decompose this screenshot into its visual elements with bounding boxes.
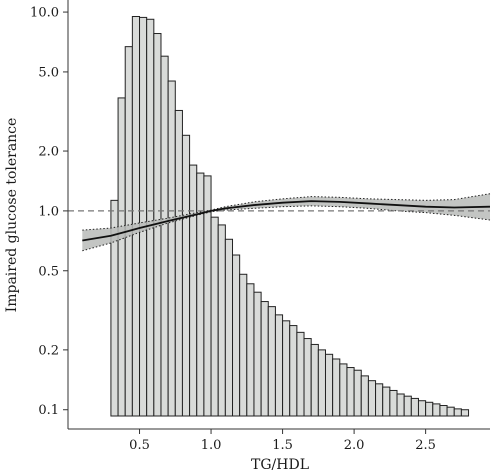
histogram-bar xyxy=(289,325,298,417)
histogram-bar xyxy=(439,405,448,417)
histogram-bar xyxy=(246,283,255,417)
histogram-bar xyxy=(131,16,141,417)
histogram-bar xyxy=(425,401,434,417)
histogram-bar xyxy=(410,397,419,417)
spline-line xyxy=(82,200,491,242)
histogram-bar xyxy=(196,172,205,417)
histogram-bar xyxy=(360,375,369,417)
y-tick-label: 1.0 xyxy=(38,204,59,219)
spline-curve xyxy=(82,200,491,242)
histogram-bar xyxy=(446,406,455,417)
histogram-bar xyxy=(417,400,427,417)
y-tick-label: 0.1 xyxy=(38,403,59,418)
y-tick-label: 0.5 xyxy=(38,264,59,279)
x-tick-label: 2.5 xyxy=(415,438,436,453)
histogram-bar xyxy=(396,393,405,417)
confidence-band-area xyxy=(82,193,490,251)
histogram-bar xyxy=(310,343,319,417)
histogram-bar xyxy=(460,409,470,417)
histogram-bar xyxy=(324,353,334,417)
histogram-bar xyxy=(403,395,412,417)
histogram-bar xyxy=(353,369,362,417)
histogram-bar xyxy=(217,224,226,417)
histogram-bar xyxy=(239,273,248,417)
x-tick-label: 0.5 xyxy=(129,438,150,453)
y-tick-label: 2.0 xyxy=(38,145,59,160)
histogram-bar xyxy=(274,314,284,417)
y-tick-label: 0.2 xyxy=(38,343,59,358)
histogram-bar xyxy=(146,18,155,417)
histogram-bar xyxy=(317,349,326,417)
histogram-bar xyxy=(210,216,219,417)
histogram-bar xyxy=(339,363,348,417)
histogram-bar xyxy=(189,164,198,417)
y-axis-title: Impaired glucose tolerance xyxy=(4,118,20,313)
histogram-bar xyxy=(332,358,341,417)
histogram-bar xyxy=(453,408,462,417)
histogram-bar xyxy=(375,383,384,417)
x-tick-label: 2.0 xyxy=(344,438,365,453)
histogram-bar xyxy=(296,331,305,417)
axes: 0.5 1.0 1.5 2.0 2.5 0.1 0.2 0.5 1.0 2.0 5.0 10.0 xyxy=(30,0,490,453)
histogram-bar xyxy=(367,380,377,417)
histogram-bar xyxy=(260,301,269,417)
histogram-bars xyxy=(110,16,470,417)
x-tick-label: 1.0 xyxy=(201,438,222,453)
histogram-bar xyxy=(267,306,276,417)
confidence-band xyxy=(82,193,491,252)
histogram-bar xyxy=(232,254,241,417)
histogram-bar xyxy=(346,367,355,417)
histogram-bar xyxy=(117,97,126,417)
histogram-bar xyxy=(181,134,191,417)
histogram-bar xyxy=(253,291,262,417)
histogram-bar xyxy=(160,55,169,417)
histogram-bar xyxy=(303,338,312,417)
x-axis-title: TG/HDL xyxy=(251,457,309,473)
histogram-bar xyxy=(432,403,441,417)
histogram-bar xyxy=(382,386,391,417)
histogram-bar xyxy=(167,80,176,417)
histogram-bar xyxy=(282,320,291,417)
histogram-bar xyxy=(174,109,183,417)
y-tick-label: 10.0 xyxy=(30,6,59,21)
histogram-bar xyxy=(389,389,398,417)
histogram-bar xyxy=(224,238,234,417)
x-tick-label: 1.5 xyxy=(272,438,293,453)
y-tick-label: 5.0 xyxy=(38,65,59,80)
histogram-bar xyxy=(139,16,148,417)
